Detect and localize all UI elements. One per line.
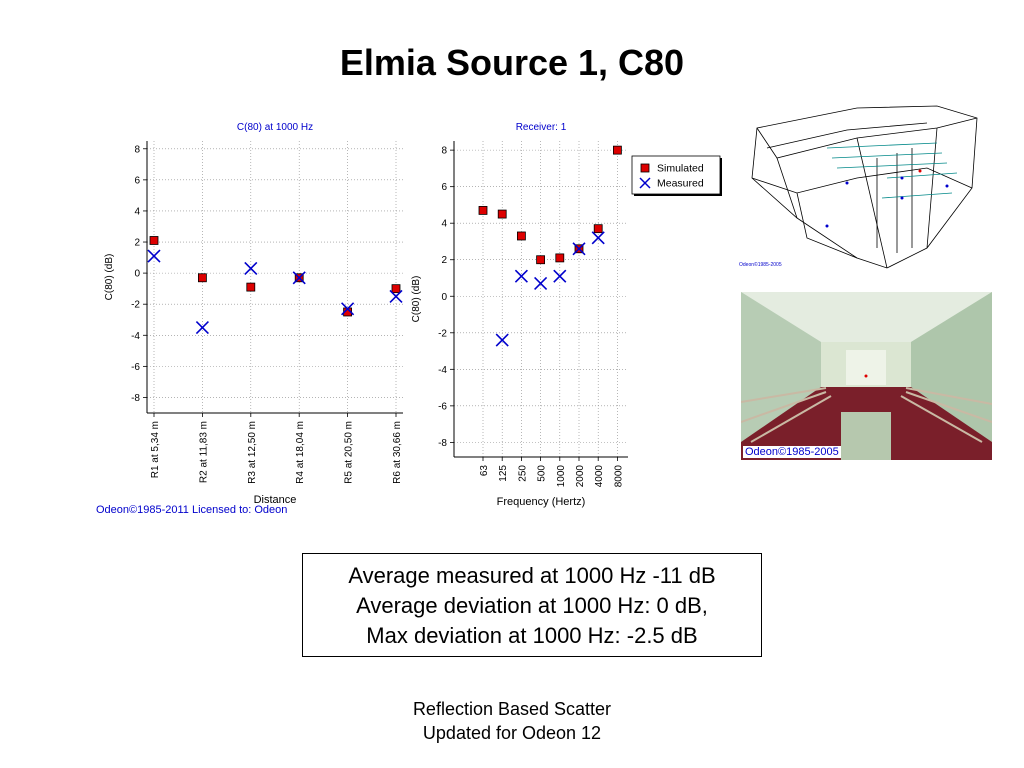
y-tick-label: 8 (441, 146, 447, 157)
summary-line-3: Max deviation at 1000 Hz: -2.5 dB (303, 621, 761, 651)
legend-simulated-marker (641, 164, 649, 172)
measured-point (554, 270, 566, 282)
y-axis-label: C(80) (dB) (411, 276, 422, 323)
measured-point (515, 270, 527, 282)
legend-label: Simulated (657, 163, 704, 175)
simulated-point (517, 232, 525, 240)
footer-line-1: Reflection Based Scatter (0, 697, 1024, 721)
simulated-point (594, 225, 602, 233)
hall-wireframe-model (737, 98, 983, 273)
x-tick-label: 500 (537, 465, 548, 482)
y-tick-label: 4 (441, 219, 447, 230)
y-tick-label: 0 (441, 292, 447, 303)
hall-rendering-image (741, 292, 992, 460)
footer: Reflection Based Scatter Updated for Ode… (0, 697, 1024, 745)
chart-legend: Simulated Measured (632, 156, 722, 196)
odeon-license-credit: Odeon©1985-2011 Licensed to: Odeon (96, 504, 287, 516)
simulated-point (479, 206, 487, 214)
x-tick-label: 125 (498, 465, 509, 482)
y-tick-label: 2 (441, 255, 447, 266)
y-tick-label: -4 (438, 365, 447, 376)
y-tick-label: -8 (438, 438, 447, 449)
simulated-point (498, 210, 506, 218)
x-axis-label: Frequency (Hertz) (497, 496, 586, 508)
x-tick-label: 4000 (594, 465, 605, 488)
summary-box: Average measured at 1000 Hz -11 dB Avera… (302, 553, 762, 657)
hall-rendering: Odeon©1985-2005 (741, 292, 992, 460)
summary-line-2: Average deviation at 1000 Hz: 0 dB, (303, 591, 761, 621)
footer-line-2: Updated for Odeon 12 (0, 721, 1024, 745)
x-tick-label: 2000 (575, 465, 586, 488)
summary-line-1: Average measured at 1000 Hz -11 dB (303, 561, 761, 591)
x-tick-label: 1000 (556, 465, 567, 488)
x-tick-label: 8000 (613, 465, 624, 488)
simulated-point (537, 256, 545, 264)
simulated-point (613, 146, 621, 154)
measured-point (592, 232, 604, 244)
y-tick-label: -2 (438, 328, 447, 339)
chart-title: Receiver: 1 (516, 122, 567, 133)
legend-label: Measured (657, 178, 704, 190)
rendering-caption: Odeon©1985-2005 (743, 446, 841, 458)
x-tick-label: 63 (479, 465, 490, 477)
y-tick-label: 6 (441, 182, 447, 193)
x-tick-label: 250 (517, 465, 528, 482)
simulated-point (556, 254, 564, 262)
measured-point (496, 334, 508, 346)
wireframe-caption: Odeon©1985-2005 (739, 262, 782, 268)
y-tick-label: -6 (438, 401, 447, 412)
